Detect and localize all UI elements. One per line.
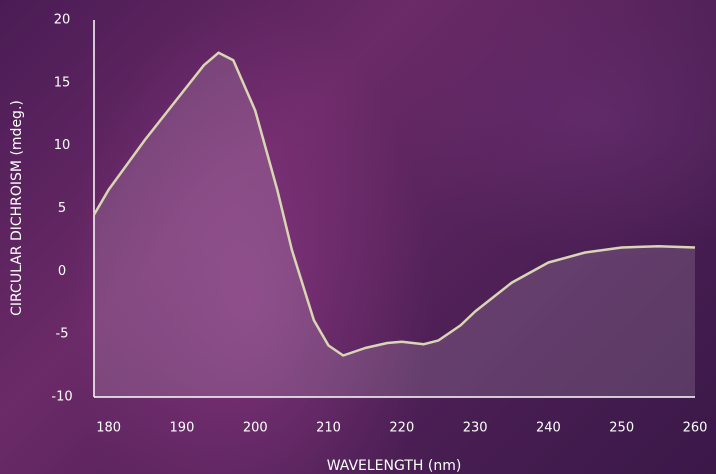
y-tick-label: 0	[58, 264, 66, 279]
y-tick-label: 10	[54, 138, 71, 153]
x-tick-label: 190	[170, 421, 195, 436]
x-tick-label: 200	[243, 421, 268, 436]
x-tick-label: 260	[683, 421, 708, 436]
x-tick-label: 220	[389, 421, 414, 436]
x-tick-label: 230	[463, 421, 488, 436]
y-tick-label: 15	[54, 75, 71, 90]
y-tick-label: -10	[51, 390, 72, 405]
area	[94, 52, 695, 397]
y-tick-label: -5	[56, 327, 69, 342]
y-axis-title: CIRCULAR DICHROISM (mdeg.)	[9, 100, 25, 316]
y-tick-label: 20	[54, 13, 71, 28]
x-tick-label: 210	[316, 421, 341, 436]
x-tick-label: 240	[536, 421, 561, 436]
line	[92, 51, 696, 357]
x-axis-title: WAVELENGTH (nm)	[327, 458, 462, 474]
y-tick-label: 5	[58, 201, 66, 216]
x-tick-label: 250	[609, 421, 634, 436]
x-tick-label: 180	[96, 421, 121, 436]
